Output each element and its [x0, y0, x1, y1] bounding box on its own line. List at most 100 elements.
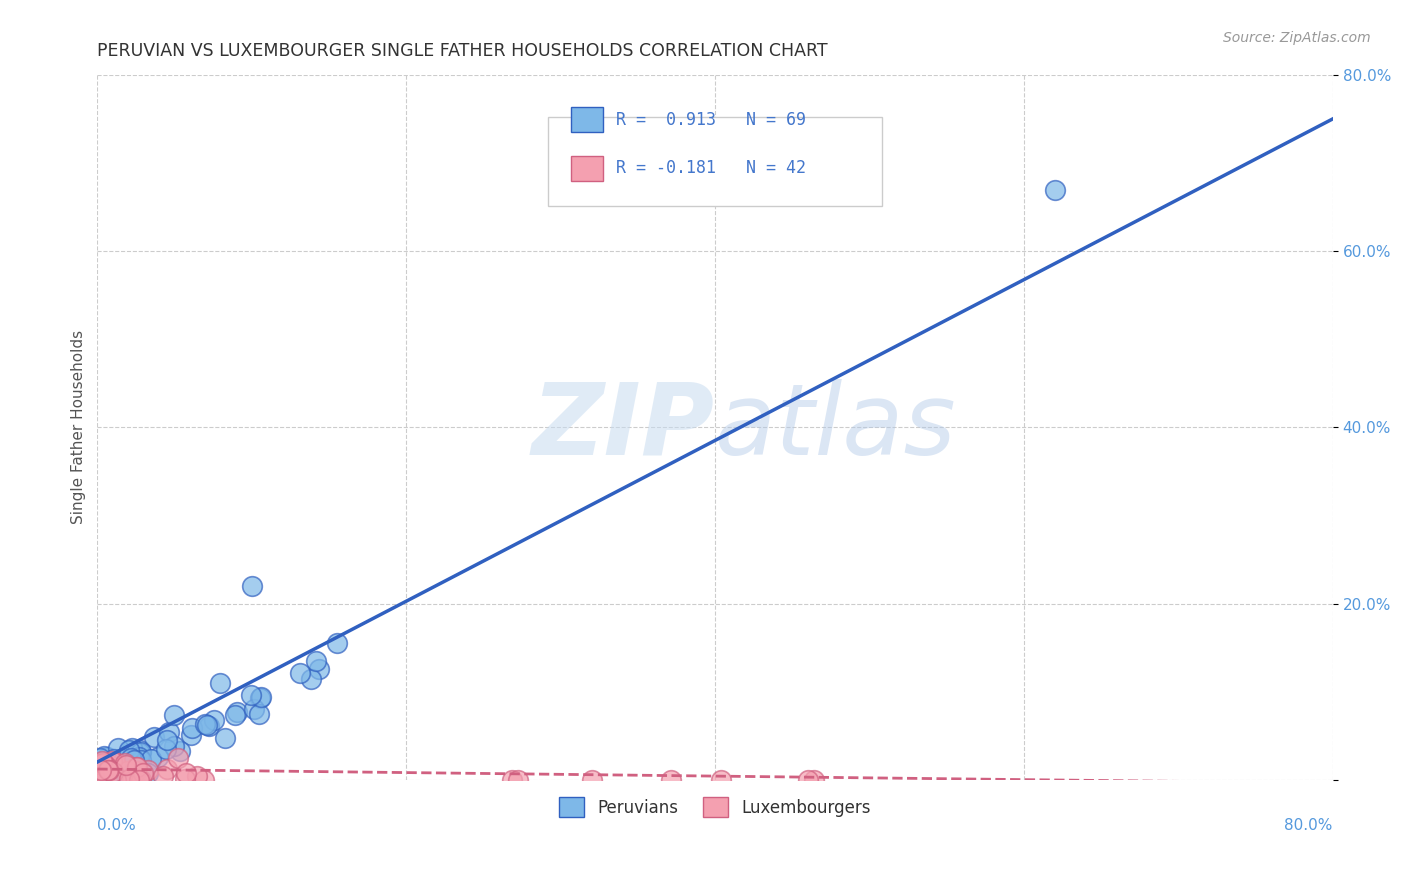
Point [581, 772, 603, 787]
Point [101, 754, 124, 768]
Text: PERUVIAN VS LUXEMBOURGER SINGLE FATHER HOUSEHOLDS CORRELATION CHART: PERUVIAN VS LUXEMBOURGER SINGLE FATHER H… [97, 42, 828, 60]
Point [501, 772, 523, 787]
Point [115, 758, 138, 772]
Point [104, 760, 127, 774]
Point [224, 707, 246, 722]
Point [288, 666, 311, 681]
Point [94, 769, 117, 783]
Point [120, 759, 142, 773]
Point [94, 755, 117, 769]
Point [186, 768, 208, 782]
Point [108, 757, 131, 772]
Point [174, 772, 197, 786]
FancyBboxPatch shape [571, 155, 603, 181]
Point [136, 763, 159, 777]
Point [97, 763, 120, 777]
Point [195, 718, 218, 732]
Point [299, 672, 322, 686]
Text: R =  0.913   N = 69: R = 0.913 N = 69 [616, 111, 806, 128]
Point [163, 739, 186, 754]
Point [94, 764, 117, 778]
Point [96, 771, 118, 785]
Text: 80.0%: 80.0% [1285, 818, 1333, 833]
Text: ZIP: ZIP [531, 379, 716, 476]
Point [125, 760, 148, 774]
Point [97, 763, 120, 777]
Point [96, 760, 118, 774]
Point [225, 705, 247, 719]
Point [118, 743, 141, 757]
Point [91, 756, 114, 771]
Point [1043, 183, 1066, 197]
Point [89, 772, 111, 787]
Point [128, 742, 150, 756]
Point [96, 757, 118, 772]
Point [114, 756, 136, 770]
Point [117, 772, 139, 786]
Point [797, 772, 820, 787]
Point [103, 772, 125, 787]
Point [103, 752, 125, 766]
Point [129, 745, 152, 759]
Text: R = -0.181   N = 42: R = -0.181 N = 42 [616, 159, 806, 178]
Point [103, 764, 125, 779]
Point [156, 762, 179, 776]
Point [176, 766, 198, 780]
Point [97, 757, 120, 772]
Point [128, 772, 150, 787]
Legend: Peruvians, Luxembourgers: Peruvians, Luxembourgers [553, 790, 877, 824]
Point [103, 765, 125, 780]
Point [148, 749, 170, 764]
Point [112, 754, 135, 768]
Point [128, 749, 150, 764]
Point [180, 728, 202, 742]
Point [249, 690, 271, 705]
Point [93, 768, 115, 782]
Point [240, 579, 263, 593]
Point [90, 771, 112, 785]
Point [100, 771, 122, 785]
Point [152, 769, 174, 783]
Point [89, 772, 111, 787]
Point [94, 757, 117, 772]
Point [803, 772, 825, 787]
Point [155, 742, 177, 756]
Point [89, 751, 111, 765]
Point [308, 662, 330, 676]
FancyBboxPatch shape [548, 118, 882, 205]
Point [122, 754, 145, 768]
Point [659, 772, 682, 787]
Text: 0.0%: 0.0% [97, 818, 136, 833]
Point [127, 759, 149, 773]
Point [136, 765, 159, 780]
Point [107, 741, 129, 756]
Point [506, 772, 529, 787]
Point [97, 772, 120, 787]
Point [105, 772, 128, 787]
Point [120, 751, 142, 765]
Point [156, 733, 179, 747]
Point [247, 707, 270, 722]
Point [197, 719, 219, 733]
Point [91, 765, 114, 780]
Point [157, 724, 180, 739]
Point [103, 764, 125, 779]
Point [87, 756, 110, 771]
Point [193, 772, 215, 787]
Point [305, 654, 328, 668]
Point [97, 766, 120, 780]
Text: Source: ZipAtlas.com: Source: ZipAtlas.com [1223, 31, 1371, 45]
Point [121, 771, 143, 785]
Point [143, 730, 166, 744]
Point [121, 741, 143, 756]
Y-axis label: Single Father Households: Single Father Households [72, 330, 86, 524]
Point [131, 765, 153, 780]
Point [202, 713, 225, 727]
Point [214, 731, 236, 746]
Point [167, 751, 190, 765]
Point [114, 772, 136, 787]
Point [125, 764, 148, 779]
Point [242, 702, 264, 716]
Point [87, 772, 110, 787]
Point [240, 689, 263, 703]
